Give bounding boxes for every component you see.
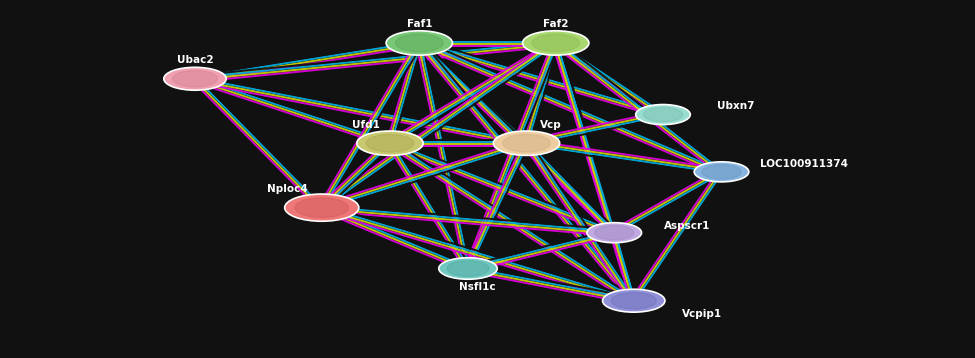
Circle shape (503, 135, 550, 152)
Circle shape (587, 223, 642, 243)
Text: Aspscr1: Aspscr1 (664, 221, 711, 231)
Circle shape (295, 198, 348, 217)
Circle shape (611, 292, 656, 309)
Circle shape (164, 67, 226, 90)
Circle shape (532, 34, 579, 52)
Circle shape (396, 34, 443, 52)
Text: Faf1: Faf1 (407, 19, 432, 29)
Circle shape (447, 261, 489, 276)
Text: Ubxn7: Ubxn7 (718, 101, 755, 111)
Text: Vcpip1: Vcpip1 (682, 309, 722, 319)
Text: Faf2: Faf2 (543, 19, 568, 29)
Text: Vcp: Vcp (540, 120, 562, 130)
Circle shape (493, 131, 560, 155)
Text: LOC100911374: LOC100911374 (760, 159, 848, 169)
Circle shape (439, 258, 497, 279)
Text: Nploc4: Nploc4 (267, 184, 308, 194)
Circle shape (636, 105, 690, 125)
Circle shape (702, 165, 741, 179)
Circle shape (367, 135, 413, 152)
Circle shape (523, 31, 589, 55)
Circle shape (644, 107, 682, 122)
Circle shape (386, 31, 452, 55)
Circle shape (603, 289, 665, 312)
Circle shape (357, 131, 423, 155)
Circle shape (694, 162, 749, 182)
Text: Ubac2: Ubac2 (176, 55, 214, 65)
Text: Nsfl1c: Nsfl1c (459, 282, 496, 292)
Circle shape (173, 71, 217, 87)
Circle shape (595, 226, 634, 240)
Circle shape (285, 194, 359, 221)
Text: Ufd1: Ufd1 (352, 120, 379, 130)
